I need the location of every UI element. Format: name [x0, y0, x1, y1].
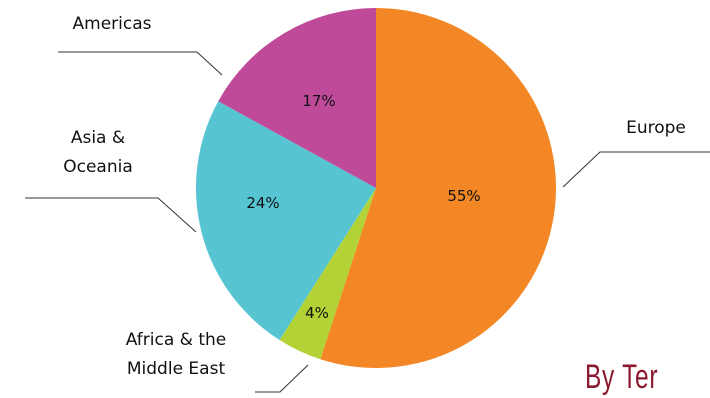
label-europe: Europe — [626, 118, 686, 138]
label-africa-line1: Africa & the — [126, 330, 226, 350]
leader-line-europe — [562, 151, 710, 188]
pie-slice-europe — [320, 8, 557, 368]
pie-slice-asia-oceania — [195, 101, 376, 340]
percent-label: 4% — [305, 304, 329, 322]
pie-slice-americas — [218, 7, 376, 189]
pie-slices — [195, 7, 557, 368]
footer-text: By Ter — [585, 358, 659, 396]
label-asia-line2: Oceania — [63, 157, 133, 177]
percent-label: 24% — [246, 194, 279, 212]
leader-line-africa — [255, 364, 309, 393]
leader-line-americas — [58, 51, 223, 76]
label-africa-line2: Middle East — [127, 359, 226, 379]
label-americas: Americas — [73, 14, 152, 34]
percent-label: 55% — [447, 187, 480, 205]
label-asia-line1: Asia & — [71, 128, 125, 148]
leader-line-asia — [25, 197, 197, 233]
percent-label: 17% — [302, 92, 335, 110]
pie-slice-africa-the-middle-east — [279, 188, 376, 360]
percent-labels: 55% 4% 24% 17% — [246, 92, 480, 322]
